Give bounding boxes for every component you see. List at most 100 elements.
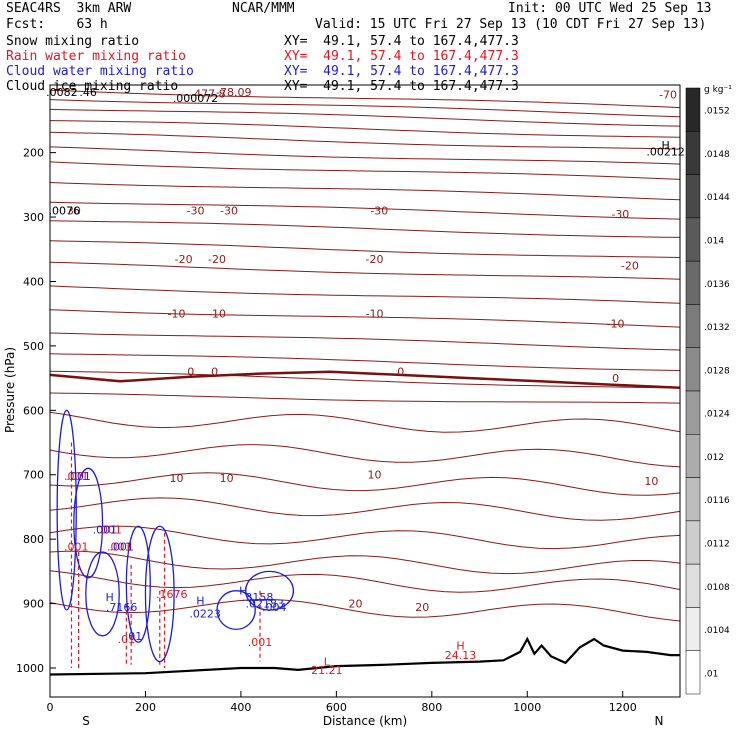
org-title: NCAR/MMM (232, 1, 295, 16)
x-tick-label: 1000 (513, 701, 541, 714)
contour-label: 0 (612, 372, 619, 385)
temperature-contour (49, 598, 681, 622)
contour-label: -70 (659, 89, 677, 102)
cloud-contour (216, 590, 256, 631)
colorbar-swatch (685, 520, 701, 565)
field-ice-label: Cloud ice mixing ratio (6, 79, 179, 94)
cloud-field (56, 409, 295, 663)
snow-ice-label: .00212 (646, 145, 685, 158)
contour-label: 0 (187, 366, 194, 379)
snow-ice-label: H (662, 139, 670, 152)
colorbar-label: .0144 (704, 193, 730, 203)
contour-label: -78.09 (216, 86, 251, 99)
axes: 0 200 400 600 800 1000 12002003004005006007008… (16, 147, 637, 714)
contour-label: -10 (366, 308, 384, 321)
colorbar-label: .0152 (704, 107, 730, 117)
colorbar-label: .0104 (704, 626, 730, 636)
extremum-label: H (456, 639, 464, 652)
rain-field (70, 442, 261, 669)
y-axis-title: Pressure (hPa) (3, 347, 17, 433)
colorbar-swatch (685, 174, 701, 219)
x-end-right: N (655, 714, 664, 728)
contour-label: 10 (368, 469, 382, 482)
colorbar-swatch (685, 347, 701, 392)
temperature-contour (49, 332, 681, 351)
temperature-contour (49, 550, 681, 575)
colorbar-label: .01 (704, 669, 718, 679)
cloud-label: .01 (125, 630, 143, 643)
cloud-label: .3158 (242, 591, 274, 604)
field-snow-label: Snow mixing ratio (6, 34, 140, 49)
contour-label: 477.8 (194, 87, 226, 100)
y-tick-label: 400 (23, 275, 44, 288)
y-tick-label: 500 (23, 340, 44, 353)
forecast-hour: Fcst: 63 h (6, 17, 108, 32)
x-tick-label: 600 (326, 701, 347, 714)
x-tick-label: 200 (135, 701, 156, 714)
colorbar-label: .0132 (704, 323, 730, 333)
colorbar-swatch (685, 477, 701, 522)
y-tick-label: 800 (23, 533, 44, 546)
colorbar-label: .0112 (704, 540, 730, 550)
colorbar-label: .0124 (704, 410, 730, 420)
x-axis-title: Distance (km) (323, 714, 407, 728)
colorbar-swatch (685, 304, 701, 348)
y-tick-label: 600 (23, 404, 44, 417)
temperature-contour (49, 285, 681, 304)
contour-label: -20 (621, 259, 639, 272)
colorbar-label: .0128 (704, 366, 730, 376)
plot-frame (49, 84, 681, 698)
colorbar-label: .0148 (704, 150, 730, 160)
field-rain-xy: XY= 49.1, 57.4 to 167.4,477.3 (284, 49, 519, 64)
contour-label: -30 (611, 208, 629, 221)
contour-label: -10 (208, 308, 226, 321)
rain-label: .01 (118, 633, 136, 646)
contour-labels: -30 -30 -30 -30 30 -20 -20 -20 -20 -10 -10 -10 -10 0 0… (46, 86, 685, 677)
temperature-contour (49, 161, 681, 180)
temperature-contour (49, 570, 681, 593)
cloud-contour (56, 409, 77, 611)
cloud-contour (125, 525, 151, 643)
colorbar-label: .0136 (704, 280, 730, 290)
cloud-label: .02183 (246, 598, 285, 611)
cloud-label: .0223 (189, 607, 221, 620)
snow-ice-label: .0082 (46, 86, 78, 99)
temperature-contour (49, 89, 681, 109)
rain-label: .001 (97, 524, 122, 537)
colorbar-label: .0116 (704, 496, 730, 506)
temperature-contour (49, 99, 681, 118)
colorbar-label: .0108 (704, 583, 730, 593)
cloud-label: .001 (93, 524, 118, 537)
colorbar-swatch (685, 607, 701, 651)
contour-label: 20 (415, 601, 429, 614)
zero-isotherm (49, 370, 681, 390)
temperature-contour (49, 146, 681, 165)
cloud-label: H (106, 591, 114, 604)
contour-label: 10 (644, 475, 658, 488)
colorbar-swatch (685, 434, 701, 478)
temperature-contour (49, 220, 681, 238)
contour-label: -30 (187, 205, 205, 218)
rain-label: .001 (64, 540, 89, 553)
temperature-contour (49, 309, 681, 328)
contour-label: 0 (211, 366, 218, 379)
contour-label: -30 (370, 205, 388, 218)
y-tick-label: 1000 (16, 662, 44, 675)
temperature-contour (49, 240, 681, 258)
temperature-contour (49, 108, 681, 127)
contour-label: 20 (348, 598, 362, 611)
colorbar-swatch (685, 650, 701, 695)
y-tick-label: 700 (23, 469, 44, 482)
colorbar-swatch (685, 131, 701, 175)
colorbar: .0152 .0148 .0144 .014 .0136 .0132 .0128 .0124.… (685, 87, 730, 695)
contour-label: -20 (175, 253, 193, 266)
field-cloud-label: Cloud water mixing ratio (6, 64, 194, 79)
colorbar-label: .014 (704, 237, 724, 247)
cloud-contour (73, 467, 104, 579)
rain-label: .001 (248, 636, 273, 649)
colorbar-swatch (685, 390, 701, 435)
terrain-layer (49, 636, 680, 676)
contour-label: -10 (607, 317, 625, 330)
temperature-contour (49, 182, 681, 201)
